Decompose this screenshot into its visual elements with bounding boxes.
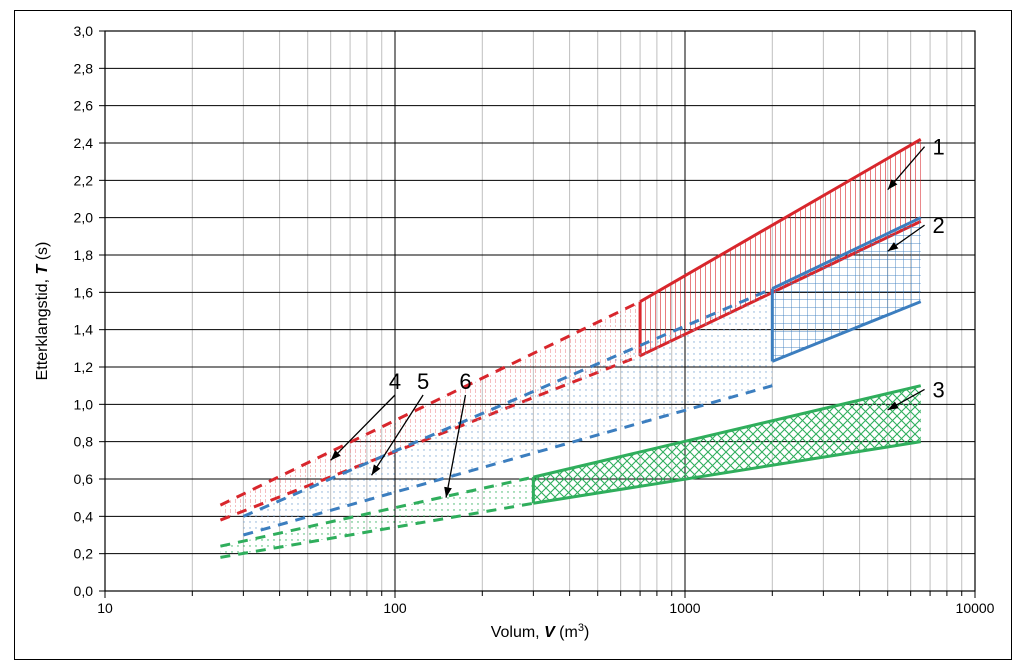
x-tick-label: 10000 (956, 600, 995, 616)
y-tick-label: 2,8 (74, 60, 94, 76)
callout-6-label: 6 (459, 369, 471, 394)
y-tick-label: 2,0 (74, 210, 94, 226)
x-axis-label: Volum, V (m3) (491, 622, 590, 641)
y-tick-label: 3,0 (74, 23, 94, 39)
callout-4-label: 4 (389, 369, 401, 394)
x-tick-label: 100 (383, 600, 407, 616)
y-tick-label: 1,0 (74, 396, 94, 412)
callout-1-label: 1 (933, 135, 945, 160)
chart-frame: 0,0 0,2 0,4 0,6 0,8 1,0 1,2 1,4 1,6 1,8 2,0 2,2 2,4 2… (14, 10, 1012, 660)
bands (220, 139, 920, 557)
callout-3-label: 3 (933, 377, 945, 402)
x-tick-label: 1000 (669, 600, 700, 616)
y-tick-label: 2,6 (74, 98, 94, 114)
y-axis-label: Etterklangstid, T (s) (34, 242, 51, 381)
y-tick-label: 0,0 (74, 583, 94, 599)
callout-2-label: 2 (933, 213, 945, 238)
y-tick-label: 0,2 (74, 546, 94, 562)
y-tick-label: 0,6 (74, 471, 94, 487)
y-tick-label: 0,4 (74, 508, 94, 524)
y-tick-label: 2,4 (74, 135, 94, 151)
x-tick-label: 10 (97, 600, 113, 616)
y-tick-label: 0,8 (74, 434, 94, 450)
chart-svg: 0,0 0,2 0,4 0,6 0,8 1,0 1,2 1,4 1,6 1,8 2,0 2,2 2,4 2… (15, 11, 1011, 659)
y-tick-label: 2,2 (74, 172, 94, 188)
y-tick-label: 1,8 (74, 247, 94, 263)
y-tick-label: 1,4 (74, 322, 94, 338)
callout-5-label: 5 (417, 369, 429, 394)
y-tick-label: 1,6 (74, 284, 94, 300)
y-tick-label: 1,2 (74, 359, 94, 375)
